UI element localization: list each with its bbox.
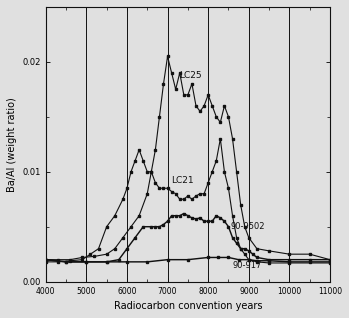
X-axis label: Radiocarbon convention years: Radiocarbon convention years	[114, 301, 262, 311]
Y-axis label: Ba/Al (weight ratio): Ba/Al (weight ratio)	[7, 97, 17, 192]
Text: LC21: LC21	[172, 176, 194, 185]
Text: 90-917: 90-917	[232, 261, 262, 270]
Text: 90-9502: 90-9502	[230, 222, 265, 231]
Text: LC25: LC25	[179, 71, 202, 80]
